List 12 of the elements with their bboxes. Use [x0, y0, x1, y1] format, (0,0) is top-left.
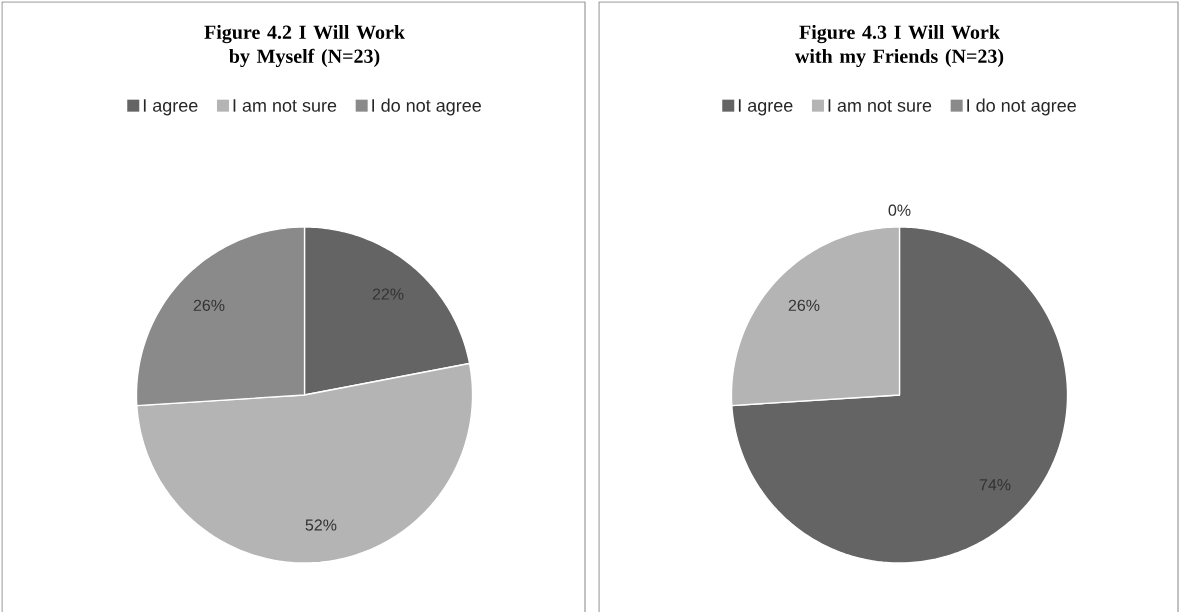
- text: 0%: [888, 204, 911, 216]
- legend-label: I agree: [143, 99, 198, 116]
- chart-title: Figure 4.3 I Will Work with my Friends (N=23): [794, 24, 1004, 68]
- data-label: 52%: [305, 519, 337, 531]
- data-label: 26%: [788, 299, 820, 311]
- legend-label: I agree: [738, 99, 793, 116]
- legend-label: I do not agree: [372, 98, 481, 116]
- data-label: 26%: [193, 299, 225, 311]
- chart-title: Figure 4.2 I Will Work by Myself (N=23): [204, 24, 405, 68]
- legend-label: I do not agree: [967, 98, 1076, 116]
- legend-label: I am not sure: [828, 99, 932, 112]
- legend-label: I am not sure: [233, 99, 337, 112]
